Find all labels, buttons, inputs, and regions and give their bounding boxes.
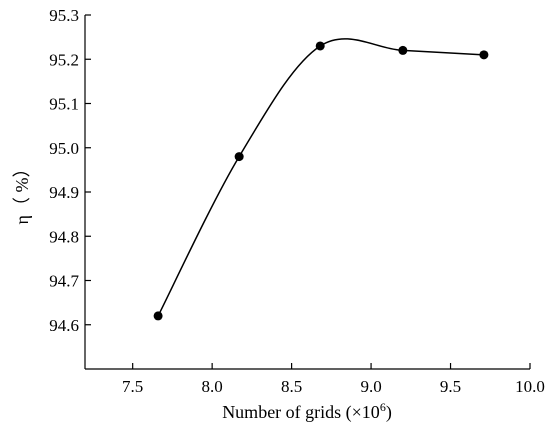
y-tick-label: 95.3 — [49, 6, 79, 25]
data-point — [479, 50, 489, 60]
data-point — [398, 45, 408, 55]
series-line — [157, 38, 484, 317]
y-tick-label: 94.9 — [49, 183, 79, 202]
x-tick-label: 8.0 — [202, 377, 223, 396]
y-axis-ticks: 94.6 94.7 94.8 94.9 95.0 95.1 95.2 95.3 — [49, 6, 91, 335]
x-tick-label: 7.5 — [122, 377, 143, 396]
y-tick-label: 94.6 — [49, 316, 79, 335]
data-point — [234, 152, 244, 162]
x-axis-title: Number of grids (×106) — [222, 400, 392, 423]
plot-frame — [84, 15, 530, 370]
x-tick-label: 10.0 — [515, 377, 545, 396]
y-tick-label: 95.2 — [49, 50, 79, 69]
x-tick-label: 9.5 — [440, 377, 461, 396]
data-point — [315, 41, 325, 51]
series-markers — [153, 41, 489, 321]
y-tick-label: 94.8 — [49, 227, 79, 246]
x-tick-label: 8.5 — [281, 377, 302, 396]
x-tick-label: 9.0 — [360, 377, 381, 396]
y-tick-label: 94.7 — [49, 272, 79, 291]
data-point — [153, 311, 163, 321]
y-tick-label: 95.0 — [49, 139, 79, 158]
y-tick-label: 95.1 — [49, 95, 79, 114]
y-axis-title: η（ %） — [12, 160, 32, 225]
x-axis-ticks: 7.5 8.0 8.5 9.0 9.5 10.0 — [122, 363, 545, 396]
